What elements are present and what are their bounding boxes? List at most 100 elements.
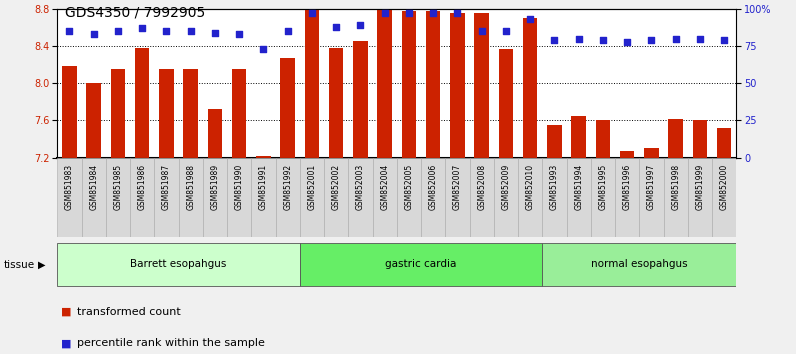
Bar xyxy=(451,13,465,158)
Point xyxy=(306,11,318,16)
Point xyxy=(572,36,585,41)
Bar xyxy=(154,158,178,237)
Bar xyxy=(402,11,416,158)
Text: ■: ■ xyxy=(61,307,72,316)
Bar xyxy=(305,9,319,158)
Text: GSM851987: GSM851987 xyxy=(162,164,171,210)
Bar xyxy=(591,158,615,237)
Point xyxy=(524,16,537,22)
Bar xyxy=(498,49,513,158)
Text: GSM851989: GSM851989 xyxy=(210,164,220,210)
Bar xyxy=(62,67,76,158)
Bar xyxy=(426,11,440,158)
Point xyxy=(209,30,221,35)
Text: GDS4350 / 7992905: GDS4350 / 7992905 xyxy=(65,5,205,19)
Text: GSM851991: GSM851991 xyxy=(259,164,268,210)
Text: GSM851997: GSM851997 xyxy=(647,164,656,210)
Point xyxy=(403,11,416,16)
Bar xyxy=(688,158,712,237)
Point xyxy=(451,11,464,16)
Point xyxy=(718,37,731,43)
Point xyxy=(330,24,342,29)
Bar xyxy=(421,158,445,237)
Text: GSM852008: GSM852008 xyxy=(477,164,486,210)
Text: GSM852009: GSM852009 xyxy=(501,164,510,210)
Point xyxy=(475,28,488,34)
Text: percentile rank within the sample: percentile rank within the sample xyxy=(77,338,265,348)
Text: GSM851988: GSM851988 xyxy=(186,164,195,210)
Bar xyxy=(87,83,101,158)
Bar xyxy=(227,158,252,237)
Point xyxy=(136,25,149,31)
Bar xyxy=(329,48,343,158)
Text: GSM851999: GSM851999 xyxy=(696,164,704,210)
Text: GSM851993: GSM851993 xyxy=(550,164,559,210)
Bar xyxy=(81,158,106,237)
Bar xyxy=(57,158,81,237)
Point xyxy=(88,31,100,37)
Bar xyxy=(373,158,396,237)
Point xyxy=(354,22,367,28)
Text: GSM852000: GSM852000 xyxy=(720,164,728,210)
Text: GSM852006: GSM852006 xyxy=(429,164,438,210)
Text: Barrett esopahgus: Barrett esopahgus xyxy=(131,259,227,269)
Bar xyxy=(135,48,150,158)
Text: GSM851985: GSM851985 xyxy=(114,164,123,210)
Bar xyxy=(669,119,683,158)
Bar xyxy=(256,156,271,158)
Bar xyxy=(280,58,295,158)
Text: GSM851998: GSM851998 xyxy=(671,164,680,210)
Bar xyxy=(377,9,392,158)
Point xyxy=(645,37,657,43)
Text: GSM851992: GSM851992 xyxy=(283,164,292,210)
Bar xyxy=(644,148,659,158)
Bar xyxy=(639,158,664,237)
Bar xyxy=(615,158,639,237)
Text: GSM852004: GSM852004 xyxy=(380,164,389,210)
Bar xyxy=(518,158,542,237)
Point xyxy=(63,28,76,34)
Text: GSM852003: GSM852003 xyxy=(356,164,365,210)
Bar xyxy=(353,41,368,158)
Bar xyxy=(717,128,732,158)
Bar xyxy=(712,158,736,237)
Text: GSM851986: GSM851986 xyxy=(138,164,146,210)
Text: GSM852010: GSM852010 xyxy=(525,164,535,210)
Text: GSM851994: GSM851994 xyxy=(574,164,583,210)
Point xyxy=(621,39,634,44)
Bar xyxy=(178,158,203,237)
Point xyxy=(669,36,682,41)
Point xyxy=(500,28,513,34)
Bar xyxy=(445,158,470,237)
Text: GSM852001: GSM852001 xyxy=(307,164,317,210)
Bar xyxy=(664,158,688,237)
Bar xyxy=(183,69,198,158)
Bar xyxy=(232,69,247,158)
Text: GSM852005: GSM852005 xyxy=(404,164,413,210)
Bar xyxy=(324,158,349,237)
Bar xyxy=(208,109,222,158)
Text: GSM851983: GSM851983 xyxy=(65,164,74,210)
Text: GSM852007: GSM852007 xyxy=(453,164,462,210)
Bar xyxy=(300,243,542,286)
Text: gastric cardia: gastric cardia xyxy=(385,259,457,269)
Text: ▶: ▶ xyxy=(38,259,45,270)
Point xyxy=(693,36,706,41)
Bar xyxy=(300,158,324,237)
Bar xyxy=(349,158,373,237)
Text: GSM851995: GSM851995 xyxy=(599,164,607,210)
Bar xyxy=(620,151,634,158)
Text: normal esopahgus: normal esopahgus xyxy=(591,259,688,269)
Bar xyxy=(106,158,130,237)
Bar xyxy=(159,69,174,158)
Bar xyxy=(542,243,736,286)
Bar xyxy=(542,158,567,237)
Point xyxy=(232,31,245,37)
Text: GSM851984: GSM851984 xyxy=(89,164,98,210)
Bar xyxy=(523,18,537,158)
Bar xyxy=(494,158,518,237)
Bar xyxy=(595,120,611,158)
Text: ■: ■ xyxy=(61,338,72,348)
Text: GSM851990: GSM851990 xyxy=(235,164,244,210)
Point xyxy=(427,11,439,16)
